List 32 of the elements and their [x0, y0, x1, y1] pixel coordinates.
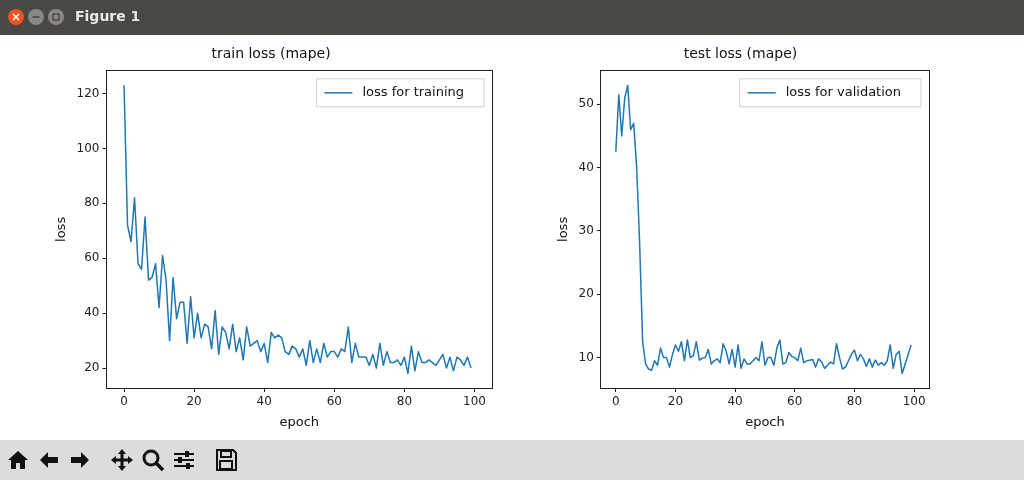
x-axis-title: epoch: [279, 413, 320, 429]
x-tick-label: 40: [256, 394, 272, 409]
legend-label: loss for validation: [785, 84, 902, 100]
x-tick-label: 80: [846, 394, 863, 409]
x-tick-label: 40: [727, 394, 743, 409]
x-axis-title: epoch: [745, 413, 785, 429]
y-tick-label: 50: [578, 96, 594, 111]
caption: Figure 1: [75, 8, 141, 24]
x-tick-label: 60: [787, 394, 803, 409]
y-axis-title: loss: [53, 216, 69, 242]
legend-label: loss for training: [362, 84, 465, 100]
y-tick-label: 80: [84, 195, 100, 210]
chart-title: test loss (mape): [683, 45, 798, 62]
y-tick-label: 60: [84, 250, 100, 265]
y-tick-label: 20: [578, 286, 594, 301]
x-tick-label: 100: [463, 394, 486, 409]
y-tick-label: 120: [76, 85, 100, 100]
y-tick-label: 100: [76, 140, 100, 155]
chart-title: train loss (mape): [211, 45, 331, 62]
x-tick-label: 80: [396, 394, 413, 409]
y-axis-title: loss: [555, 216, 571, 242]
y-tick-label: 40: [578, 159, 594, 174]
y-tick-label: 40: [84, 305, 100, 320]
x-tick-label: 0: [120, 394, 128, 409]
x-tick-label: 100: [902, 394, 926, 409]
x-tick-label: 60: [326, 394, 342, 409]
y-tick-label: 30: [578, 223, 594, 238]
x-tick-label: 20: [186, 394, 202, 409]
y-tick-label: 10: [578, 349, 594, 364]
x-tick-label: 20: [667, 394, 684, 409]
y-tick-label: 20: [84, 360, 100, 375]
x-tick-label: 0: [611, 394, 620, 409]
